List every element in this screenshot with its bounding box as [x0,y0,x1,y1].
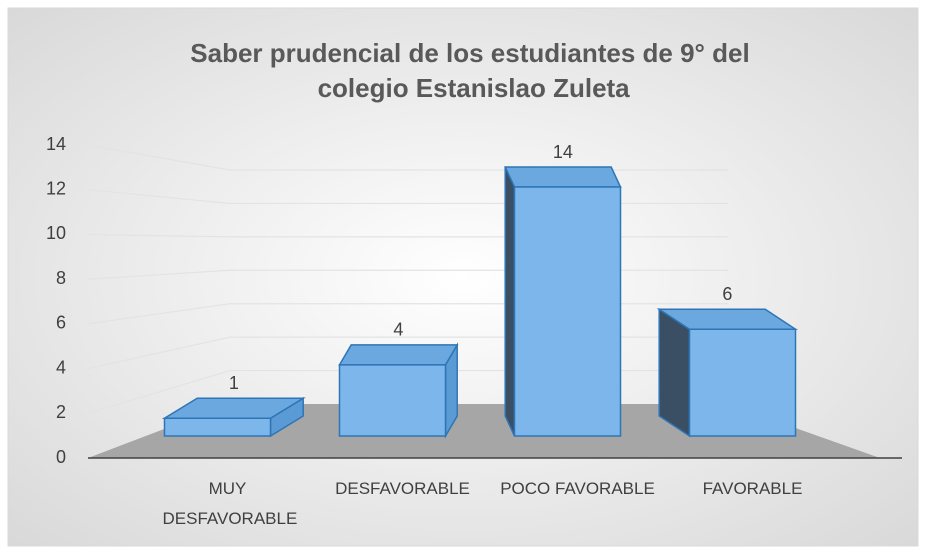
y-tick-label: 8 [56,268,66,288]
x-tick-label: FAVORABLE [702,479,803,498]
data-label: 6 [722,284,732,304]
x-tick-label: POCO FAVORABLE [500,479,655,498]
bar-front [163,417,272,437]
bar-side [658,307,691,438]
bar [161,396,306,438]
bar-front [513,186,622,437]
bar-front [688,328,797,437]
y-tick-label: 0 [56,447,66,467]
bar [504,166,622,437]
chart-title: Saber prudencial de los estudiantes de 9… [190,38,749,103]
bar [656,307,798,438]
bar-top [504,166,622,188]
y-tick-label: 6 [56,313,66,333]
data-label: 14 [553,142,573,162]
y-tick-label: 14 [46,134,66,154]
data-label: 1 [229,373,239,393]
y-tick-label: 2 [56,402,66,422]
bar-top [338,344,459,366]
bar-front [338,364,447,437]
y-tick-label: 12 [46,178,66,198]
bar-side [504,166,516,437]
y-tick-label: 10 [46,223,66,243]
x-tick-label: DESFAVORABLE [335,479,470,498]
bar [338,342,459,439]
y-tick-label: 4 [56,357,66,377]
x-tick-label: MUY DESFAVORABLE [162,479,298,528]
data-label: 4 [393,320,403,340]
